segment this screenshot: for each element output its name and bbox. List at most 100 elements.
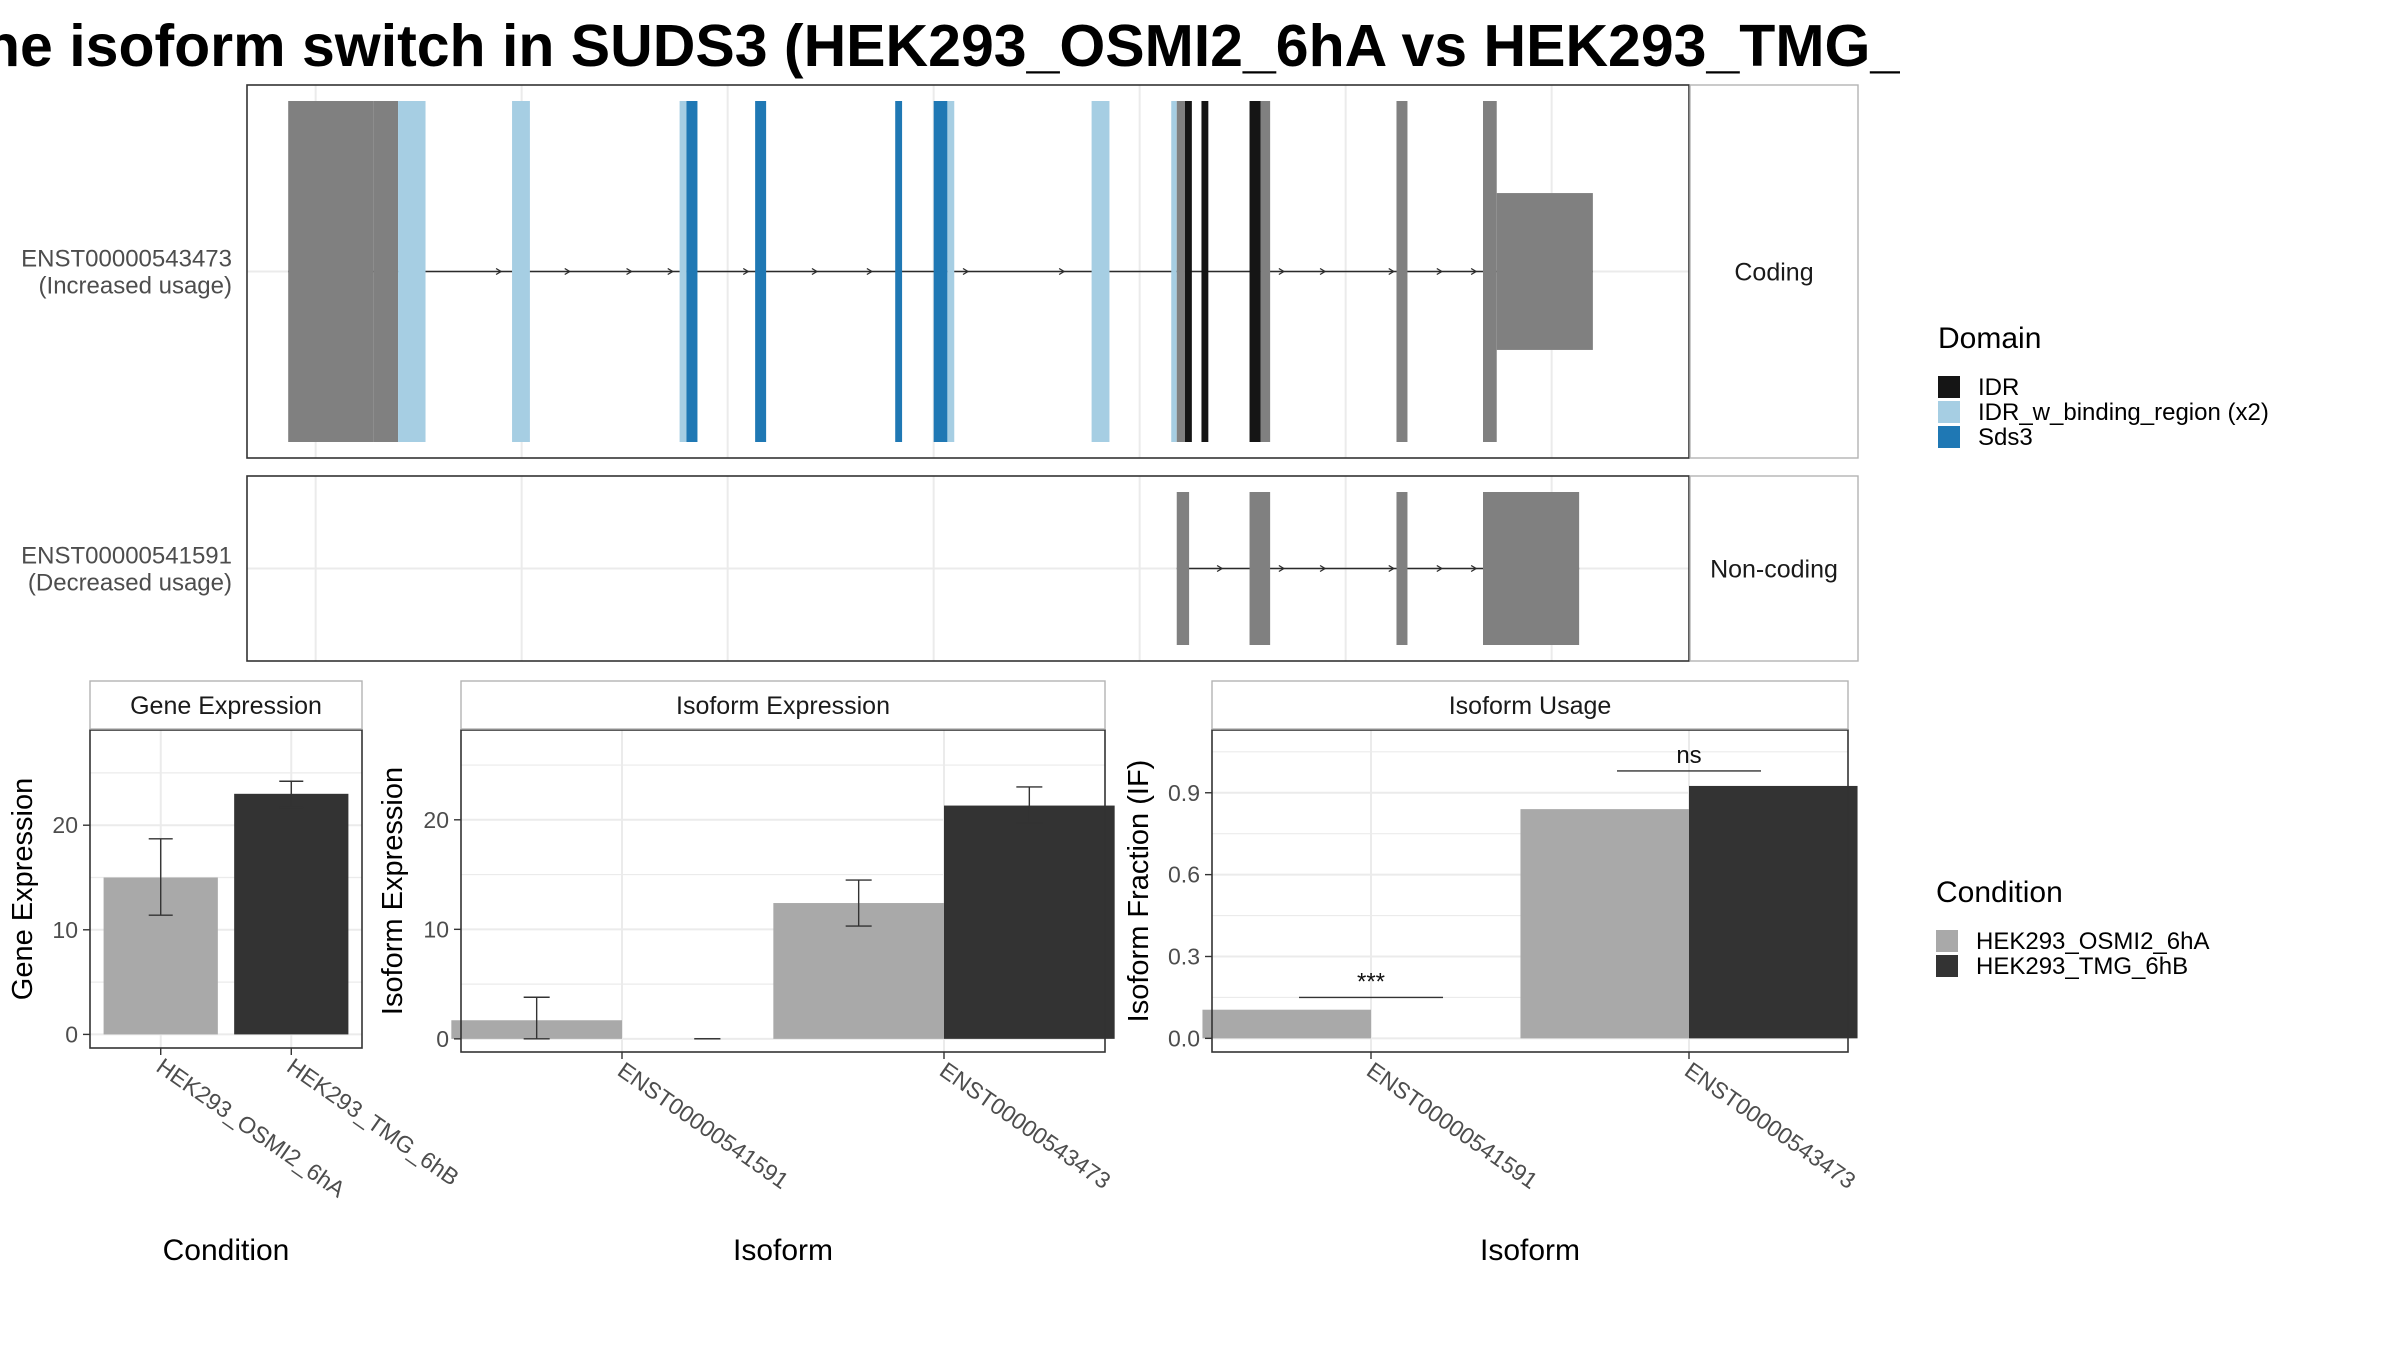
legend-label: Sds3 <box>1978 424 2033 451</box>
panel-strip-label: Isoform Usage <box>1449 692 1612 720</box>
y-tick-label: 0.0 <box>1168 1025 1200 1051</box>
exon-block <box>288 101 374 442</box>
legend-swatch <box>1936 955 1958 977</box>
x-axis-title: Condition <box>163 1234 290 1267</box>
panel-strip-label: Gene Expression <box>130 692 322 720</box>
exon-block <box>895 101 903 442</box>
intron-arrow <box>1388 564 1395 573</box>
exon-block <box>1396 101 1408 442</box>
intron-arrow <box>742 267 750 276</box>
bar-panel-isoform-expression: Isoform Expression 0 10 20 ENST00000541591 EN… <box>377 680 1116 1267</box>
legend-label: HEK293_OSMI2_6hA <box>1976 928 2209 955</box>
x-axis-title: Isoform <box>1480 1234 1580 1267</box>
panel-border <box>460 729 1106 1053</box>
y-tick-label: 20 <box>52 812 78 838</box>
panel-strip <box>1211 680 1849 730</box>
panel-strip <box>460 680 1106 730</box>
track-strip-label: Coding <box>1734 259 1813 287</box>
chart-title-text: he isoform switch in SUDS3 (HEK293_OSMI2… <box>0 13 1900 79</box>
intron-arrow <box>1278 564 1286 573</box>
exon-block <box>1260 101 1271 442</box>
exon-block <box>679 101 687 442</box>
intron-arrow <box>1470 564 1478 573</box>
y-axis-title: Isoform Fraction (IF) <box>1123 760 1155 1023</box>
intron-arrow <box>1058 267 1066 276</box>
exon-block <box>398 101 426 442</box>
panel-border <box>1211 729 1849 1053</box>
y-axis-title: Gene Expression <box>7 778 39 1000</box>
y-tick-label: 0.3 <box>1168 943 1200 969</box>
exon-block <box>1496 193 1593 350</box>
exon-block <box>1091 101 1110 442</box>
x-tick-label: ENST00000541591 <box>613 1057 793 1194</box>
exon-block <box>933 101 948 442</box>
exon-block <box>755 101 767 442</box>
y-tick-label: 10 <box>423 916 449 942</box>
track-usage-label: (Decreased usage) <box>28 570 232 597</box>
legend-title: Domain <box>1938 322 2041 355</box>
x-axis-title: Isoform <box>733 1234 833 1267</box>
intron-arrow <box>1319 564 1327 573</box>
track-panel-border <box>246 475 1690 662</box>
track-strip-label: Non-coding <box>1710 556 1838 584</box>
exon-block <box>1171 101 1177 442</box>
legend-label: HEK293_TMG_6hB <box>1976 953 2188 980</box>
exon-block <box>1176 101 1185 442</box>
panel-border <box>89 729 363 1049</box>
y-axis-title: Isoform Expression <box>377 767 409 1015</box>
y-tick-label: 0 <box>436 1026 449 1052</box>
gene-track-ENST00000543473: Coding ENST00000543473(Increased usage) <box>21 84 1859 459</box>
track-name-label: ENST00000541591 <box>21 543 232 570</box>
exon-block <box>1184 101 1192 442</box>
x-tick-label: ENST00000543473 <box>935 1057 1115 1194</box>
exon-block <box>1483 101 1497 442</box>
exon-block <box>512 101 530 442</box>
intron-arrow <box>495 267 503 276</box>
exon-block <box>373 101 399 442</box>
intron-arrow <box>1436 564 1444 573</box>
gene-track-ENST00000541591: Non-coding ENST00000541591(Decreased usag… <box>21 475 1859 662</box>
legend-swatch <box>1938 376 1960 398</box>
intron-arrow <box>564 267 571 276</box>
exon-block <box>1396 492 1408 645</box>
bar <box>1689 785 1858 1039</box>
legend-swatch <box>1936 930 1958 952</box>
intron-arrow <box>626 267 633 276</box>
bar <box>944 805 1115 1039</box>
chart-title: he isoform switch in SUDS3 (HEK293_OSMI2… <box>0 0 1900 90</box>
bar <box>1520 809 1689 1039</box>
intron-arrow <box>667 267 674 276</box>
exon-block <box>1201 101 1209 442</box>
panel-strip <box>89 680 363 730</box>
y-tick-label: 20 <box>423 807 449 833</box>
intron-arrow <box>962 267 970 276</box>
y-tick-label: 10 <box>52 917 78 943</box>
legend-title: Condition <box>1936 876 2063 909</box>
y-tick-label: 0.6 <box>1168 862 1200 888</box>
x-tick-label: ENST00000541591 <box>1362 1057 1542 1194</box>
intron-arrow <box>1278 267 1286 276</box>
x-tick-label: ENST00000543473 <box>1680 1057 1860 1194</box>
bar <box>1202 1009 1371 1039</box>
exon-block <box>686 101 698 442</box>
bar-panel-gene-expression: Gene Expression01020HEK293_OSMI2_6hAHEK2… <box>7 680 464 1267</box>
intron-arrow <box>1216 564 1224 573</box>
track-name-label: ENST00000543473 <box>21 246 232 273</box>
significance-label: *** <box>1357 968 1385 995</box>
intron-arrow <box>1388 267 1395 276</box>
legend-swatch <box>1938 401 1960 423</box>
intron-arrow <box>1436 267 1444 276</box>
y-tick-label: 0.9 <box>1168 780 1200 806</box>
y-tick-label: 0 <box>65 1021 78 1047</box>
significance-label: ns <box>1676 742 1701 769</box>
exon-block <box>1249 101 1261 442</box>
intron-arrow <box>1470 267 1478 276</box>
intron-arrow <box>866 267 874 276</box>
intron-arrow <box>811 267 819 276</box>
bar <box>234 793 349 1035</box>
exon-block <box>1249 492 1271 645</box>
exon-block <box>1483 492 1580 645</box>
